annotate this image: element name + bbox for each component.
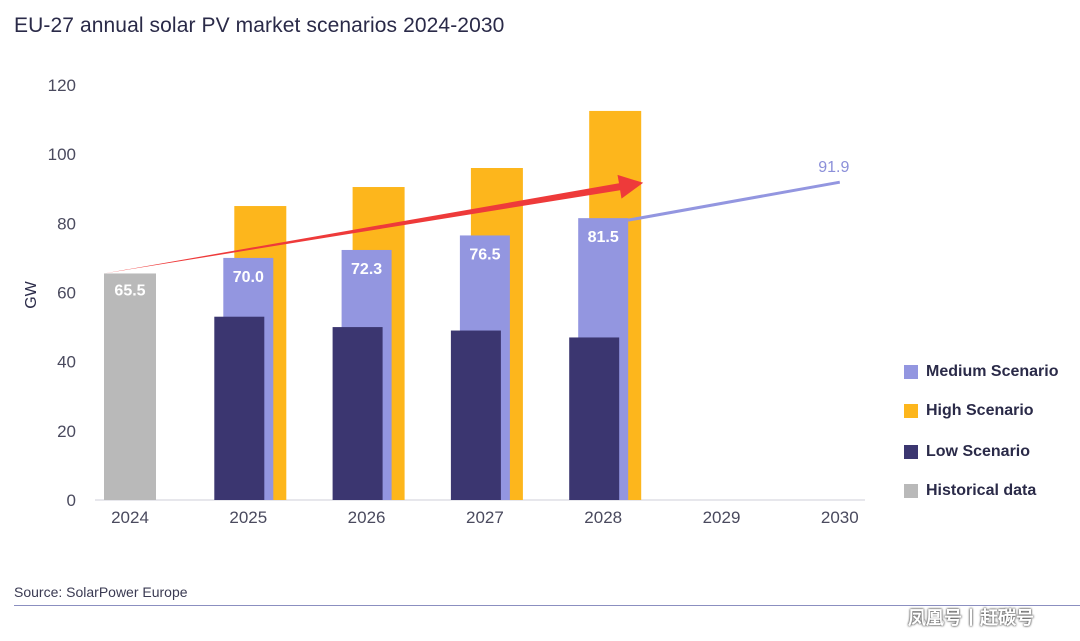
y-tick-label: 40: [57, 353, 76, 372]
bar-low: [569, 337, 620, 500]
chart-area: 0 20 40 60 80 100 120 GW 2024 2025 2026 2027 2028 202…: [23, 76, 865, 527]
y-tick-label: 80: [57, 214, 76, 233]
legend-label-historical: Historical data: [926, 482, 1037, 499]
x-tick-label: 2025: [229, 508, 267, 527]
legend: Medium Scenario High Scenario Low Scenar…: [904, 362, 1058, 520]
legend-item-high: High Scenario: [904, 401, 1058, 421]
bar-low: [332, 327, 383, 500]
bar-label-medium: 72.3: [351, 261, 382, 278]
bar-label-medium: 76.5: [469, 246, 500, 263]
bar-label-medium: 81.5: [588, 229, 619, 246]
x-tick-label: 2024: [111, 508, 149, 527]
legend-label-low: Low Scenario: [926, 443, 1031, 460]
y-tick-label: 0: [67, 491, 76, 510]
legend-label-medium: Medium Scenario: [926, 363, 1059, 380]
footer-divider: [14, 605, 1080, 606]
bar-historical: [104, 273, 156, 500]
source-note: Source: SolarPower Europe: [14, 584, 188, 600]
x-tick-label: 2027: [466, 508, 504, 527]
legend-item-low: Low Scenario: [904, 442, 1058, 462]
legend-swatch-low: [904, 445, 918, 459]
legend-swatch-historical: [904, 484, 918, 498]
bar-label-historical: 65.5: [114, 282, 145, 299]
x-tick-label: 2030: [821, 508, 859, 527]
legend-swatch-high: [904, 404, 918, 418]
y-tick-label: 100: [48, 145, 76, 164]
legend-label-high: High Scenario: [926, 402, 1034, 419]
bar-label-medium: 70.0: [233, 269, 264, 286]
y-tick-label: 60: [57, 284, 76, 303]
x-tick-label: 2028: [584, 508, 622, 527]
bar-low: [450, 330, 501, 500]
chart-title: EU-27 annual solar PV market scenarios 2…: [14, 14, 505, 37]
legend-swatch-medium: [904, 365, 918, 379]
bar-low: [214, 316, 265, 500]
x-tick-label: 2026: [348, 508, 386, 527]
watermark: 凤凰号丨赶碳号: [908, 608, 1034, 628]
y-tick-label: 120: [48, 76, 76, 95]
legend-item-historical: Historical data: [904, 481, 1058, 501]
y-tick-label: 20: [57, 422, 76, 441]
legend-item-medium: Medium Scenario: [904, 362, 1058, 382]
y-axis-label: GW: [23, 280, 40, 308]
trend-line: [627, 180, 841, 222]
trend-line-label: 91.9: [818, 159, 849, 176]
x-tick-label: 2029: [703, 508, 741, 527]
